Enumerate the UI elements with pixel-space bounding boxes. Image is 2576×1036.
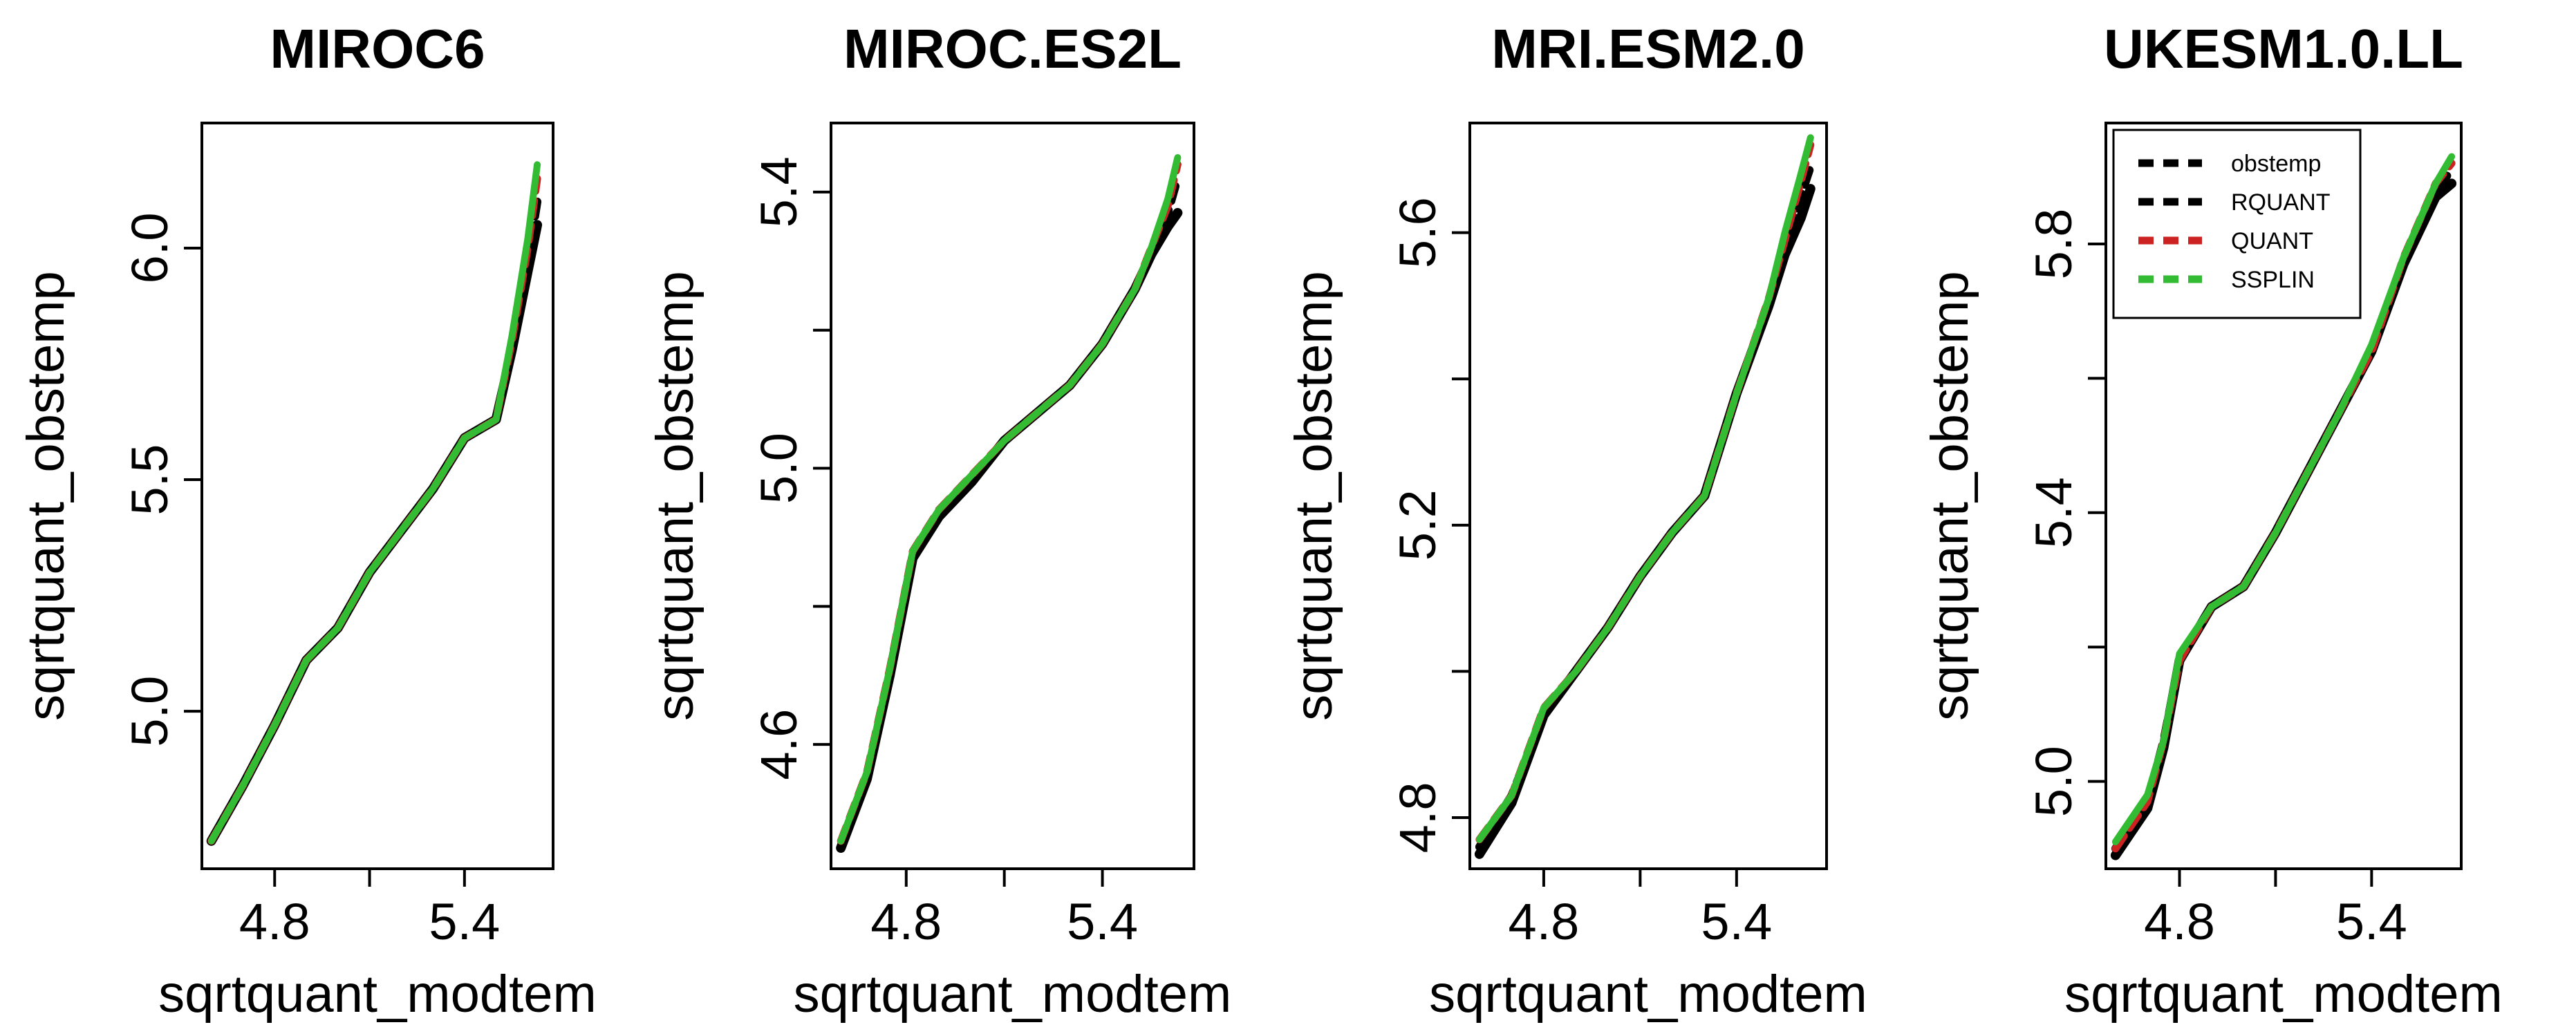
y-tick-label: 5.4 bbox=[2025, 477, 2082, 548]
panel-3: MRI.ESM2.0 4.8 5.4 4.8 5.2 5.6 sqrtquant_modte… bbox=[1285, 18, 1867, 1024]
x-axis-label: sqrtquant_modtem bbox=[1429, 965, 1867, 1024]
legend-label: QUANT bbox=[2231, 228, 2313, 254]
x-tick-label: 4.8 bbox=[1508, 893, 1579, 950]
series-line-quant bbox=[1475, 141, 1815, 844]
y-tick-label: 5.5 bbox=[121, 444, 178, 516]
panel-title: MIROC.ES2L bbox=[843, 18, 1182, 79]
y-axis-label: sqrtquant_obstemp bbox=[1921, 271, 1979, 721]
legend: obstemp RQUANT QUANT SSPLIN bbox=[2112, 129, 2362, 319]
y-tick-label: 5.8 bbox=[2025, 209, 2082, 280]
y-tick-label: 5.2 bbox=[1389, 489, 1446, 561]
y-axis-label: sqrtquant_obstemp bbox=[646, 271, 704, 721]
panel-2: MIROC.ES2L 4.8 5.4 4.6 5.0 5.4 sqrtquant_modte… bbox=[646, 18, 1231, 1024]
plot-frame bbox=[200, 122, 554, 870]
plot-frame bbox=[2104, 122, 2463, 870]
x-tick-label: 4.8 bbox=[2144, 893, 2215, 950]
y-tick-label: 5.0 bbox=[2025, 746, 2082, 817]
legend-label: SSPLIN bbox=[2231, 267, 2315, 293]
y-tick-label: 4.8 bbox=[1389, 782, 1446, 854]
x-tick-label: 5.4 bbox=[429, 893, 500, 950]
x-tick-label: 4.8 bbox=[239, 893, 310, 950]
x-axis-label: sqrtquant_modtem bbox=[158, 965, 597, 1024]
y-tick-label: 6.0 bbox=[121, 213, 178, 284]
series-line-ssplin bbox=[2111, 153, 2456, 846]
x-axis-label: sqrtquant_modtem bbox=[794, 965, 1232, 1024]
series-line-ssplin bbox=[837, 154, 1182, 845]
y-axis-label: sqrtquant_obstemp bbox=[17, 271, 75, 721]
legend-label: RQUANT bbox=[2231, 189, 2331, 216]
y-tick-label: 5.0 bbox=[121, 676, 178, 747]
legend-frame bbox=[2112, 129, 2362, 319]
panel-title: UKESM1.0.LL bbox=[2104, 18, 2463, 79]
x-tick-label: 5.4 bbox=[1067, 893, 1138, 950]
x-tick-label: 4.8 bbox=[870, 893, 942, 950]
y-axis-label: sqrtquant_obstemp bbox=[1285, 271, 1343, 721]
x-tick-label: 5.4 bbox=[2336, 893, 2407, 950]
series-line-ssplin bbox=[207, 161, 541, 845]
panel-1: MIROC6 4.8 5.4 5.0 5.5 6.0 sqrtquant_modtem sqr… bbox=[17, 18, 597, 1024]
legend-label: obstemp bbox=[2231, 151, 2321, 177]
series-line-rquant bbox=[837, 173, 1182, 852]
series-line-ssplin bbox=[1475, 134, 1814, 843]
x-tick-label: 5.4 bbox=[1701, 893, 1772, 950]
panel-title: MRI.ESM2.0 bbox=[1491, 18, 1804, 79]
series-line-quant bbox=[207, 174, 541, 845]
panel-title: MIROC6 bbox=[270, 18, 485, 79]
x-axis-label: sqrtquant_modtem bbox=[2064, 965, 2503, 1024]
panel-4: UKESM1.0.LL 4.8 5.4 5.0 5.4 5.8 sqrtquant_modt… bbox=[1921, 18, 2503, 1024]
y-tick-label: 5.6 bbox=[1389, 197, 1446, 268]
plot-frame bbox=[1468, 122, 1828, 870]
y-tick-label: 4.6 bbox=[750, 709, 808, 780]
series-line-quant bbox=[837, 160, 1182, 845]
y-tick-label: 5.0 bbox=[750, 433, 808, 504]
y-tick-label: 5.4 bbox=[750, 156, 808, 227]
plot-frame bbox=[830, 122, 1195, 870]
